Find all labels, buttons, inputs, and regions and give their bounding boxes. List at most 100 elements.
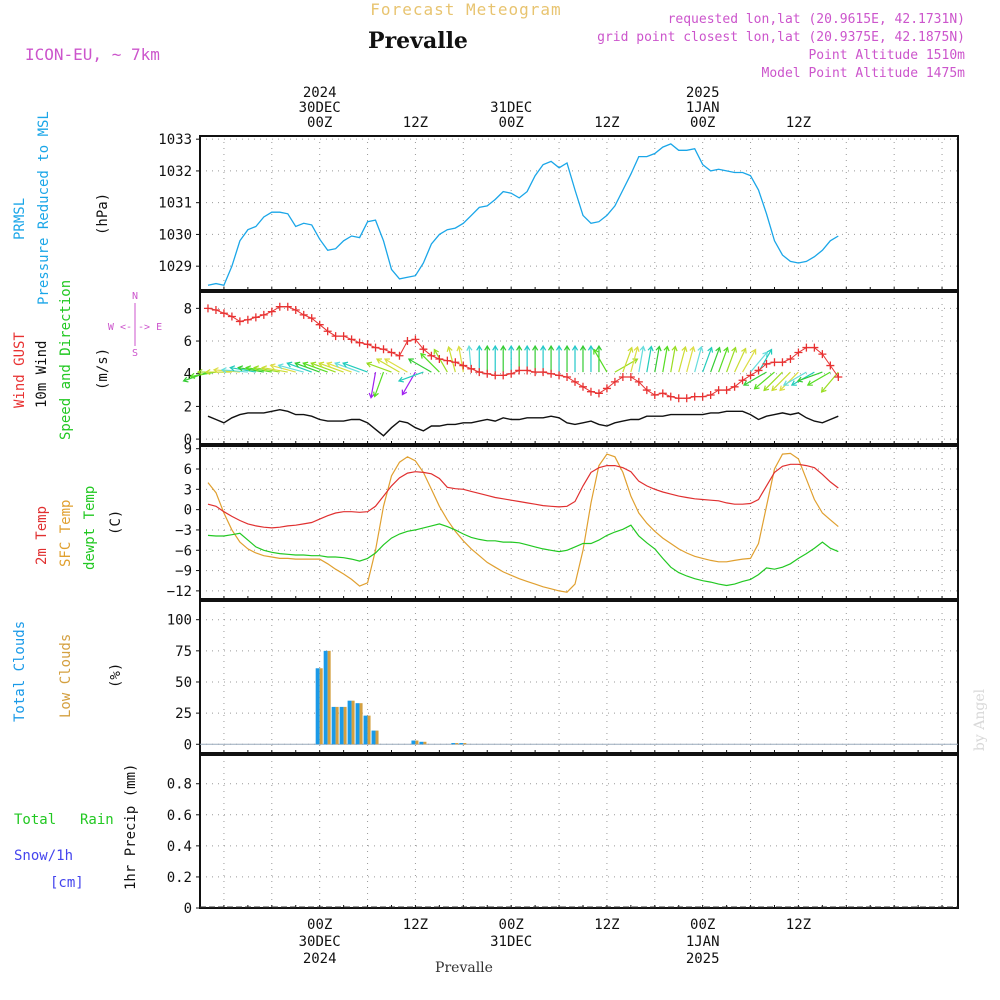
wind-arrow-head xyxy=(318,361,325,368)
gust-marker xyxy=(203,304,212,313)
wind-arrow-head xyxy=(627,346,634,353)
precip-panel: 0 0.2 0.4 0.6 0.8 xyxy=(167,754,959,917)
wind-arrow-head xyxy=(731,346,738,353)
low-cloud-bar xyxy=(319,668,323,745)
bottom-time-label: 12Z xyxy=(403,917,428,933)
gust-marker xyxy=(698,392,707,401)
gust-marker xyxy=(323,327,332,336)
wind-arrow xyxy=(686,346,695,373)
wind-arrow xyxy=(230,366,256,373)
gust-marker xyxy=(211,305,220,314)
gust-marker xyxy=(483,369,492,378)
wind-arrow-head xyxy=(779,385,786,392)
wind-panel: 0 2 4 6 8 xyxy=(182,291,959,448)
wind-arrow-head xyxy=(707,346,714,353)
gust-marker xyxy=(475,368,484,377)
wind-arrow-head xyxy=(524,344,531,351)
sfc-temp-line xyxy=(207,452,839,593)
y-tick-label: 50 xyxy=(175,675,192,691)
gust-marker xyxy=(778,358,787,367)
wind-arrow xyxy=(384,358,408,373)
gust-marker xyxy=(467,364,476,373)
top-time-label: 00Z xyxy=(690,115,715,131)
wind-dir-label: Speed and Direction xyxy=(58,280,74,440)
gust-marker xyxy=(371,343,380,352)
total-cloud-bar xyxy=(323,650,328,745)
y-tick-label: 0 xyxy=(184,503,192,519)
dew-label: dewpt Temp xyxy=(82,486,98,570)
gust-marker xyxy=(802,343,811,352)
clouds-panel: 0 25 50 75 100 xyxy=(167,600,959,754)
gust-marker xyxy=(578,382,587,391)
bottom-time-label: 31DEC xyxy=(490,934,532,950)
wind-arrow xyxy=(334,362,360,373)
wind-arrow-head xyxy=(753,383,760,390)
wind-arrow-head xyxy=(663,345,670,352)
gust-marker xyxy=(379,345,388,354)
total-cloud-bar xyxy=(371,730,376,745)
bottom-time-label: 00Z xyxy=(499,917,524,933)
wind-arrow-head xyxy=(420,352,426,359)
wind-arrow-head xyxy=(342,361,349,368)
wind-arrow-head xyxy=(741,347,747,354)
pressure-panel: 1029 1030 1031 1032 1033 xyxy=(158,132,959,291)
gust-marker xyxy=(571,377,580,386)
top-time-label: 12Z xyxy=(786,115,811,131)
wind-arrow-head xyxy=(689,345,696,352)
wind-arrow-head xyxy=(383,358,390,364)
wind-arrow-head xyxy=(334,361,341,368)
wind-arrow-head xyxy=(593,348,599,355)
wind-arrow xyxy=(783,371,807,386)
gust-marker xyxy=(770,358,779,367)
low-cloud-bar xyxy=(335,706,339,745)
wind-arrow xyxy=(638,346,644,373)
top-time-label: 2025 xyxy=(686,85,720,101)
gust-marker xyxy=(786,355,795,364)
wind-arrow-head xyxy=(277,363,284,370)
wind-unit: (m/s) xyxy=(95,348,111,390)
total-cloud-bar xyxy=(419,741,424,745)
wind-arrow-head xyxy=(204,368,211,376)
bottom-time-label: 30DEC xyxy=(299,934,341,950)
gust-marker xyxy=(363,340,372,349)
wind-arrow-head xyxy=(723,346,730,353)
top-time-label: 12Z xyxy=(403,115,428,131)
gust-marker xyxy=(443,356,452,365)
wind-arrow xyxy=(318,362,344,373)
gust-marker xyxy=(427,351,436,360)
wind-labels: Wind GUST 10m Wind Speed and Direction (… xyxy=(12,280,162,440)
gust-marker xyxy=(610,377,619,386)
wind-arrow xyxy=(376,358,400,373)
wind-arrow-head xyxy=(595,344,603,351)
forecast-title: Forecast Meteogram xyxy=(370,0,561,19)
y-tick-label: 1030 xyxy=(158,227,192,243)
wind-arrow-head xyxy=(532,344,539,351)
y-tick-label: 1031 xyxy=(158,196,192,212)
total-cloud-bar xyxy=(451,743,456,745)
wind-arrow-head xyxy=(302,361,309,368)
gust-marker xyxy=(307,314,316,323)
wind-arrow-head xyxy=(766,348,773,355)
wind-arrow xyxy=(270,364,296,373)
wind-arrow xyxy=(246,366,272,373)
wind-arrow-head xyxy=(763,385,770,392)
gust-marker xyxy=(507,369,516,378)
gust-marker xyxy=(515,366,524,375)
top-time-label: 1JAN xyxy=(686,100,720,116)
gust-marker xyxy=(722,386,731,395)
wind-arrow-head xyxy=(587,344,595,351)
gust-marker xyxy=(826,361,835,370)
wind-arrow xyxy=(734,348,747,373)
wind-arrow-head xyxy=(492,344,499,351)
wind-arrow-head xyxy=(790,380,797,386)
pressure-labels: PRMSL Pressure Reduced to MSL (hPa) xyxy=(12,111,111,305)
location-title: Prevalle xyxy=(368,28,468,54)
sfc-label: SFC Temp xyxy=(58,500,74,567)
panel-frame xyxy=(199,600,959,754)
cloud-unit: (%) xyxy=(108,663,124,688)
y-tick-label: 6 xyxy=(184,334,192,350)
top-time-label: 31DEC xyxy=(490,100,532,116)
wind-arrow-head xyxy=(655,345,662,352)
top-time-label: 12Z xyxy=(594,115,619,131)
wind-arrow xyxy=(670,346,676,373)
